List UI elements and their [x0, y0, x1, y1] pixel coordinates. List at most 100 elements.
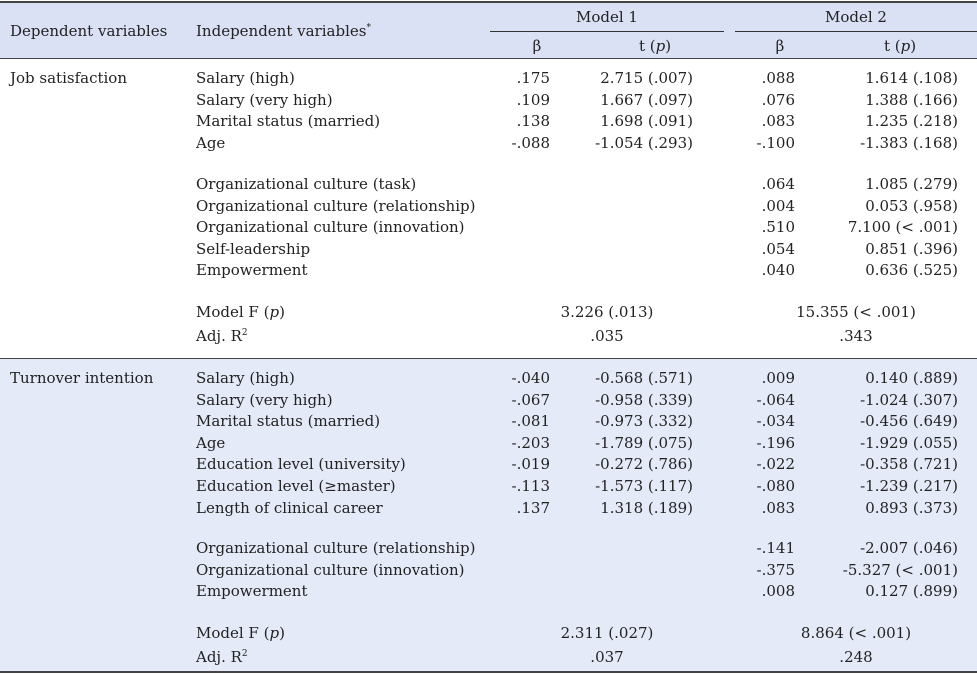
independent-variable-label: Education level (university)	[196, 455, 406, 474]
t-value-model1: 1.698 (.091)	[600, 112, 693, 131]
independent-variable-label: Salary (very high)	[196, 90, 333, 109]
beta-model2: -.034	[756, 412, 795, 431]
beta-model2: .064	[761, 175, 795, 193]
beta-model2: -.100	[756, 133, 795, 152]
t-value-model2: 7.100 (< .001)	[847, 218, 958, 237]
beta-model1: -.088	[511, 133, 550, 152]
t-value-model2: -2.007 (.046)	[860, 539, 958, 557]
t-value-model2: -1.383 (.168)	[860, 133, 958, 152]
model-f-model2: 8.864 (< .001)	[800, 624, 912, 642]
independent-variable-label: Salary (very high)	[196, 390, 333, 409]
t-label: t (	[638, 37, 656, 55]
t-value-model1: 1.318 (.189)	[600, 498, 693, 517]
t-value-model1: -1.054 (.293)	[595, 133, 693, 152]
model-f-label: Model F (	[196, 624, 270, 642]
beta-model2: .008	[761, 582, 795, 601]
t-value-model1: -0.958 (.339)	[595, 390, 693, 409]
beta-model2: .083	[761, 498, 795, 517]
t-value-model2: -1.024 (.307)	[860, 390, 958, 409]
model-f-label: Model F (	[196, 303, 270, 321]
beta-model2: -.080	[756, 477, 795, 495]
beta-model2: .083	[761, 112, 795, 131]
t-value-model2: 0.893 (.373)	[865, 498, 958, 517]
adj-r2-model2: .248	[839, 648, 873, 666]
independent-variable-label: Organizational culture (innovation)	[196, 560, 465, 579]
bottom-rule	[0, 671, 977, 673]
beta-model1: -.113	[511, 477, 550, 495]
independent-variable-label: Length of clinical career	[196, 498, 383, 517]
beta-model2: .040	[761, 261, 795, 280]
header-band	[0, 2, 977, 58]
t-value-model1: 2.715 (.007)	[600, 69, 693, 87]
beta-model2: -.141	[756, 539, 795, 557]
t-value-model2: 0.851 (.396)	[865, 239, 958, 258]
t-value-model2: 1.085 (.279)	[865, 175, 958, 193]
beta-model1: -.040	[511, 369, 550, 387]
model1-underline	[490, 31, 724, 32]
adj-r2-model1: .037	[590, 648, 624, 666]
independent-header-mark: *	[366, 23, 371, 33]
independent-header-text: Independent variables	[196, 22, 367, 40]
t-value-model2: -5.327 (< .001)	[842, 560, 958, 579]
adj-r2-row-label: Adj. R2	[196, 327, 248, 345]
beta-model1: .109	[516, 90, 550, 109]
model-f-close: )	[279, 303, 285, 321]
beta-model2: -.022	[756, 455, 795, 474]
t-value-model1: -0.568 (.571)	[595, 369, 693, 387]
adj-r2-superscript: 2	[241, 649, 248, 659]
p-label: p	[900, 37, 911, 55]
independent-variable-label: Organizational culture (task)	[196, 175, 417, 193]
t-value-model2: 0.127 (.899)	[865, 582, 958, 601]
independent-header: Independent variables*	[196, 22, 371, 40]
beta-header-model2: β	[775, 37, 785, 55]
t-value-model1: -1.573 (.117)	[595, 477, 693, 495]
t-value-model2: 0.053 (.958)	[865, 196, 958, 215]
independent-variable-label: Organizational culture (relationship)	[196, 539, 476, 557]
beta-model1: -.081	[511, 412, 550, 431]
model-f-p: p	[269, 624, 280, 642]
beta-model2: .076	[761, 90, 795, 109]
independent-variable-label: Marital status (married)	[196, 412, 381, 431]
t-value-model2: -1.929 (.055)	[860, 433, 958, 452]
t-label: t (	[883, 37, 901, 55]
independent-variable-label: Salary (high)	[196, 369, 295, 387]
model2-underline	[735, 31, 977, 32]
beta-model1: .138	[516, 112, 550, 131]
t-value-model2: 1.388 (.166)	[865, 90, 958, 109]
model-f-model2: 15.355 (< .001)	[796, 303, 916, 321]
t-value-model2: 1.614 (.108)	[865, 69, 958, 87]
beta-model2: .004	[761, 196, 795, 215]
t-value-model2: -0.456 (.649)	[860, 412, 958, 431]
dependent-header: Dependent variables	[10, 22, 168, 40]
beta-model2: .088	[761, 69, 795, 87]
independent-variable-label: Empowerment	[196, 582, 308, 601]
t-value-model2: 0.140 (.889)	[865, 369, 958, 387]
beta-header-model1: β	[532, 37, 542, 55]
adj-r2-superscript: 2	[241, 328, 248, 338]
close-paren: )	[665, 37, 672, 55]
beta-model1: .175	[516, 69, 550, 87]
t-value-model1: -1.789 (.075)	[595, 433, 693, 452]
adj-r2-model2: .343	[839, 327, 873, 345]
independent-variable-label: Education level (≥master)	[196, 477, 396, 495]
t-value-model1: 1.667 (.097)	[600, 90, 693, 109]
model-f-p: p	[269, 303, 280, 321]
t-value-model1: -0.973 (.332)	[595, 412, 693, 431]
t-value-model2: 0.636 (.525)	[865, 261, 958, 280]
independent-variable-label: Salary (high)	[196, 69, 295, 87]
p-label: p	[655, 37, 666, 55]
beta-model1: -.019	[511, 455, 550, 474]
beta-model2: .510	[761, 218, 795, 237]
independent-variable-label: Organizational culture (relationship)	[196, 196, 476, 215]
t-value-model2: -1.239 (.217)	[860, 477, 958, 495]
group-rule	[0, 358, 977, 359]
adj-r2-label: Adj. R	[196, 648, 242, 666]
model-f-model1: 2.311 (.027)	[560, 624, 654, 642]
model-f-row-label: Model F (p)	[196, 303, 285, 321]
independent-variable-label: Marital status (married)	[196, 112, 381, 131]
beta-model2: .009	[761, 369, 795, 387]
t-header-model1: t (p)	[625, 37, 685, 55]
model-f-close: )	[279, 624, 285, 642]
dependent-variable-label: Job satisfaction	[10, 69, 127, 87]
